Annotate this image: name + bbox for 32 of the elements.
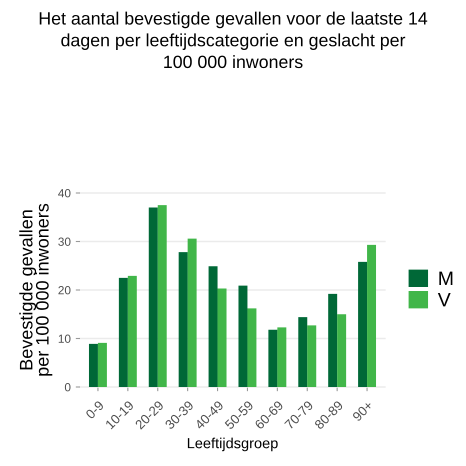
y-axis-title: Bevestigde gevallen per 100 000 inwoners [19, 204, 52, 376]
legend-label: M [439, 272, 452, 285]
bar [277, 327, 286, 387]
bar [208, 266, 218, 387]
y-tick-label: 30 [58, 238, 71, 246]
bar [298, 317, 308, 387]
bar [188, 238, 197, 387]
bar [328, 294, 338, 387]
bar [88, 344, 98, 387]
bar [247, 308, 256, 387]
x-tick-label: 90+ [352, 400, 374, 422]
chart-title: Het aantal bevestigde gevallen voor de laatste 14 dagen per leeftijdscategorie en geslacht per 100 000 inwoners [40, 12, 428, 68]
bar [238, 286, 248, 387]
y-tick-label: 20 [58, 286, 71, 294]
y-tick-label: 10 [58, 334, 71, 343]
bar [118, 278, 128, 387]
bar [178, 252, 188, 387]
x-axis-title: Leeftijdsgroep [188, 438, 278, 452]
bar [148, 208, 158, 387]
bar [268, 330, 278, 387]
y-tick-label: 0 [64, 383, 71, 392]
bar [307, 325, 316, 387]
bar [98, 342, 107, 387]
legend-label: V [438, 292, 451, 306]
bar [358, 262, 368, 387]
bar [367, 244, 376, 387]
x-tick-label: 0-9 [85, 400, 104, 420]
y-tick-label: 40 [58, 189, 71, 198]
bar [218, 288, 227, 387]
bar [158, 205, 167, 387]
bar [337, 314, 346, 387]
bar [128, 276, 137, 387]
